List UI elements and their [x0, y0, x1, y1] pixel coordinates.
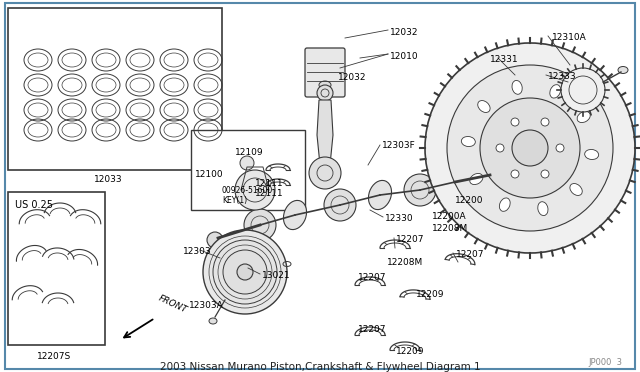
Polygon shape [317, 100, 333, 165]
Ellipse shape [444, 167, 467, 196]
FancyBboxPatch shape [305, 48, 345, 97]
Circle shape [512, 130, 548, 166]
Ellipse shape [538, 202, 548, 215]
Ellipse shape [461, 137, 476, 147]
Text: 12207: 12207 [358, 325, 387, 334]
Text: 12209: 12209 [416, 290, 445, 299]
Text: KEY(1): KEY(1) [222, 196, 247, 205]
Text: JP000  3: JP000 3 [588, 358, 622, 367]
Circle shape [309, 157, 341, 189]
Text: 12200: 12200 [455, 196, 483, 205]
Bar [8, 192, 105, 345]
Text: 12208M: 12208M [432, 224, 468, 233]
Text: 12303A: 12303A [189, 301, 224, 310]
Ellipse shape [618, 67, 628, 74]
Text: 12330: 12330 [385, 214, 413, 223]
Circle shape [556, 144, 564, 152]
Ellipse shape [284, 201, 307, 230]
Circle shape [511, 118, 519, 126]
Ellipse shape [499, 198, 510, 211]
Text: 12331: 12331 [490, 55, 518, 64]
Text: 12033: 12033 [93, 175, 122, 184]
Ellipse shape [585, 150, 598, 160]
Ellipse shape [512, 80, 522, 94]
Circle shape [207, 232, 223, 248]
Ellipse shape [477, 100, 490, 112]
Circle shape [317, 85, 333, 101]
Text: 12209: 12209 [396, 347, 424, 356]
Circle shape [511, 170, 519, 178]
Circle shape [324, 189, 356, 221]
Text: 12207: 12207 [358, 273, 387, 282]
Circle shape [480, 162, 500, 182]
Text: 12032: 12032 [338, 73, 367, 82]
Text: 12100: 12100 [195, 170, 223, 179]
Circle shape [223, 250, 267, 294]
Text: 12111: 12111 [255, 189, 284, 198]
Circle shape [213, 240, 277, 304]
Circle shape [447, 65, 613, 231]
Text: 12207: 12207 [456, 250, 484, 259]
Text: 12109: 12109 [235, 148, 264, 157]
Ellipse shape [319, 81, 331, 89]
Text: 00926-51600: 00926-51600 [222, 186, 273, 195]
Text: 12310A: 12310A [552, 33, 587, 42]
Circle shape [240, 156, 254, 170]
Bar [191, 130, 305, 210]
Text: 12032: 12032 [390, 28, 419, 37]
Ellipse shape [209, 318, 217, 324]
Text: 2003 Nissan Murano Piston,Crankshaft & Flywheel Diagram 1: 2003 Nissan Murano Piston,Crankshaft & F… [160, 362, 480, 372]
Text: US 0.25: US 0.25 [15, 200, 53, 210]
Circle shape [480, 98, 580, 198]
Circle shape [404, 174, 436, 206]
Text: 12303F: 12303F [382, 141, 416, 150]
Ellipse shape [570, 183, 582, 195]
Text: 12010: 12010 [390, 52, 419, 61]
Ellipse shape [369, 180, 392, 209]
Text: 12200A: 12200A [432, 212, 467, 221]
Text: 12207S: 12207S [37, 352, 71, 361]
Circle shape [561, 68, 605, 112]
Text: 12111: 12111 [255, 179, 284, 188]
Circle shape [244, 209, 276, 241]
Circle shape [541, 170, 549, 178]
Circle shape [425, 43, 635, 253]
Ellipse shape [470, 173, 483, 185]
Text: 12207: 12207 [396, 235, 424, 244]
Text: 13021: 13021 [262, 271, 291, 280]
Ellipse shape [550, 85, 561, 98]
Circle shape [235, 170, 275, 210]
Text: 12333: 12333 [548, 72, 577, 81]
Circle shape [203, 230, 287, 314]
Text: FRONT: FRONT [157, 294, 189, 315]
Circle shape [496, 144, 504, 152]
Text: 12208M: 12208M [387, 258, 423, 267]
Bar [8, 8, 222, 170]
Circle shape [237, 264, 253, 280]
Circle shape [541, 118, 549, 126]
Ellipse shape [577, 112, 590, 122]
Text: 12303: 12303 [183, 247, 212, 256]
